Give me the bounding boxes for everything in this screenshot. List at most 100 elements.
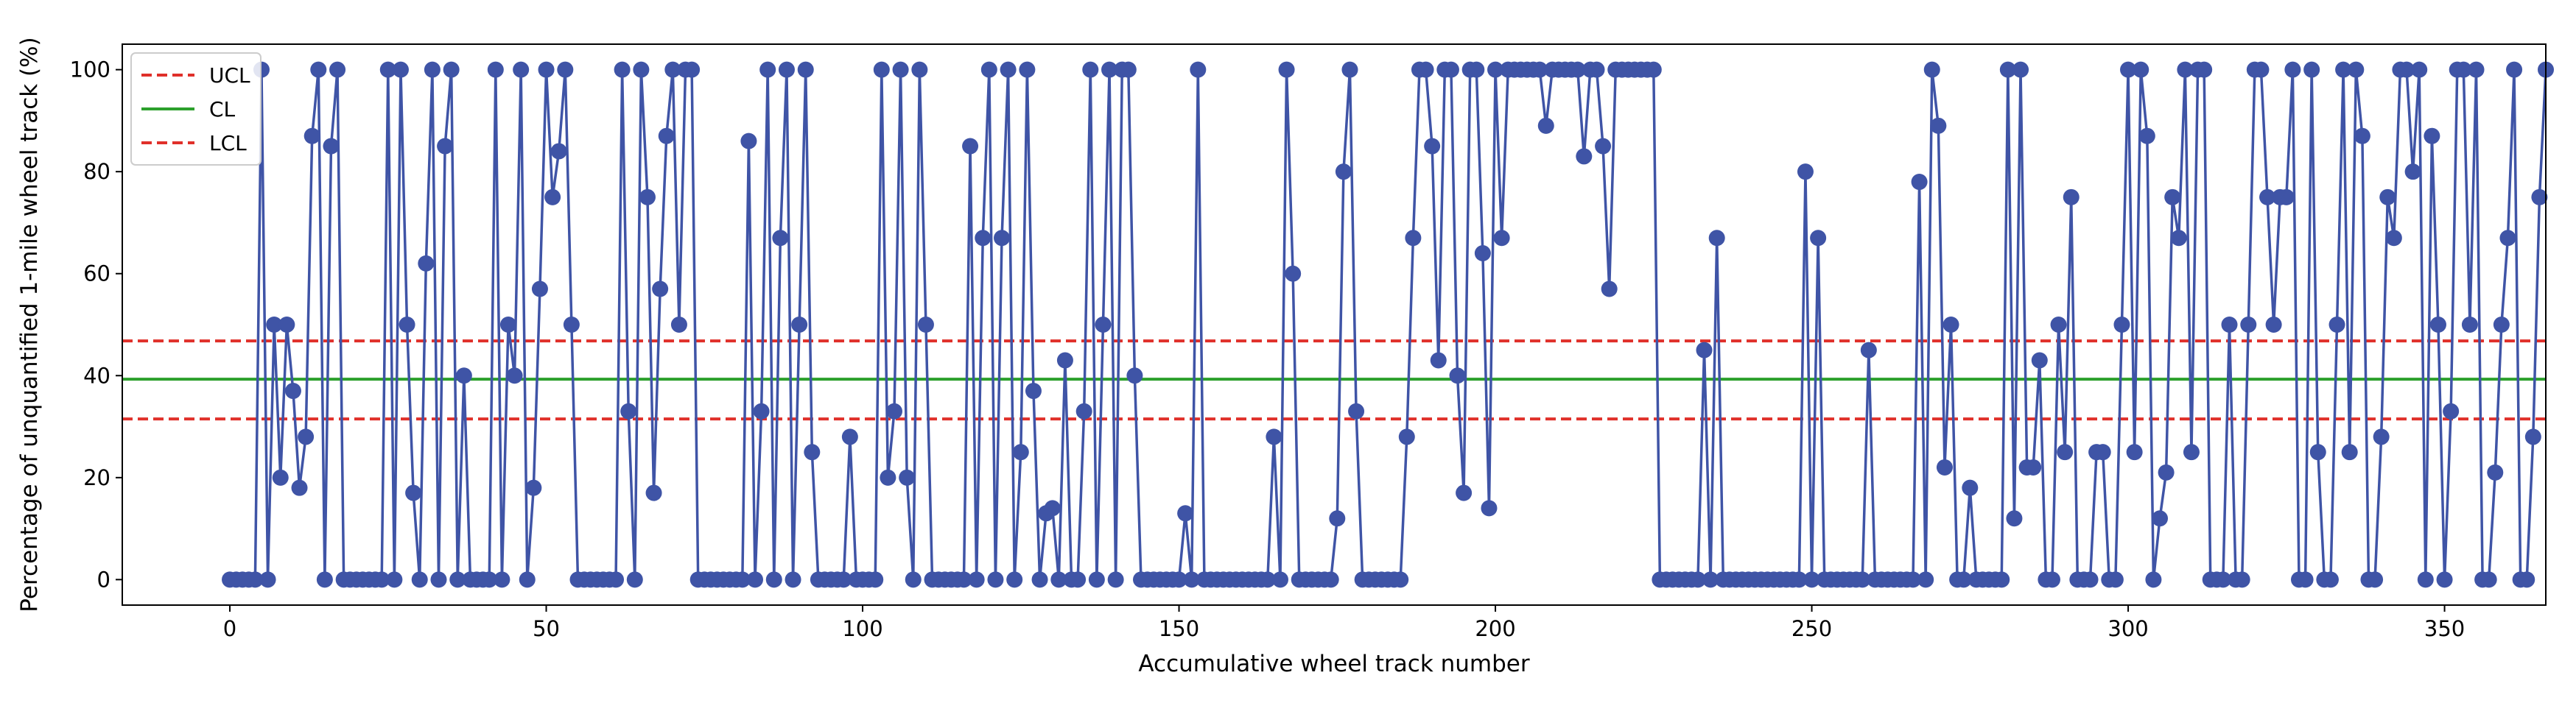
legend-label-cl: CL [209,97,236,121]
data-point [1803,571,1820,588]
data-point [652,280,669,297]
data-point [2436,571,2453,588]
y-tick-label: 0 [97,567,110,592]
x-tick-label: 300 [2108,616,2148,641]
legend-label-lcl: LCL [209,131,247,155]
data-point [885,403,902,420]
data-point [2506,61,2523,78]
data-point [1171,571,1187,588]
data-point [2297,571,2314,588]
data-point [917,317,934,333]
legend: UCL CL LCL [130,52,262,166]
data-point [1417,61,1434,78]
y-axis-label: Percentage of unquantified 1-mile wheel … [16,37,43,612]
legend-frame [130,52,262,166]
data-point [968,571,985,588]
data-point [481,571,498,588]
data-point [2487,464,2504,481]
data-point [626,571,643,588]
data-point [2455,61,2472,78]
data-point [1088,571,1105,588]
data-point [386,571,403,588]
data-point [980,61,997,78]
data-point [2461,317,2478,333]
data-point [1702,571,1719,588]
data-point [2309,444,2326,461]
data-point [1082,61,1099,78]
data-point [765,571,782,588]
data-point [1348,403,1365,420]
data-point [1917,571,1934,588]
data-point [1911,174,1928,191]
data-point [487,61,504,78]
data-point [1493,230,1510,247]
data-point [2404,163,2421,180]
data-point [2221,317,2238,333]
data-point [1904,571,1921,588]
data-point [684,61,701,78]
data-point [2284,61,2301,78]
data-point [633,61,650,78]
x-tick-label: 50 [533,616,560,641]
data-point [323,138,340,155]
data-point [2367,571,2384,588]
data-point [2341,444,2358,461]
data-point [2424,127,2440,144]
data-point [1025,383,1042,400]
data-point [266,317,283,333]
data-point [1854,571,1871,588]
data-point [1645,61,1662,78]
data-point [411,571,428,588]
data-point [2278,188,2295,205]
data-point [424,61,441,78]
data-point [272,469,289,486]
data-point [2152,510,2169,527]
data-point [1791,571,1808,588]
data-point [2328,317,2345,333]
data-point [1329,510,1346,527]
data-point [911,61,928,78]
data-point [2233,571,2250,588]
series-layer [222,61,2554,588]
data-point [1006,571,1023,588]
data-point [1044,500,1061,517]
data-point [2322,571,2339,588]
data-point [1442,61,1459,78]
data-point [1689,571,1706,588]
data-point [2012,61,2029,78]
data-point [538,61,555,78]
data-point [284,383,301,400]
data-point [1860,342,1877,358]
data-point [1999,61,2016,78]
data-point [1405,230,1422,247]
data-point [975,230,992,247]
x-tick-label: 250 [1791,616,1832,641]
data-point [1531,61,1548,78]
data-point [2354,127,2370,144]
x-tick-label: 0 [223,616,236,641]
data-point [1930,117,1947,134]
data-point [557,61,574,78]
data-point [2443,403,2460,420]
data-point [804,444,821,461]
data-point [608,571,625,588]
y-axis: 0 20 40 60 80 100 [70,57,122,592]
data-point [1126,367,1143,384]
data-point [303,127,320,144]
data-point [1050,571,1067,588]
data-point [2480,571,2497,588]
data-point [2468,61,2485,78]
data-point [740,133,757,149]
data-point [405,484,422,501]
data-point [329,61,346,78]
data-point [2417,571,2434,588]
data-point [1190,61,1207,78]
data-point [2113,317,2130,333]
y-tick-label: 20 [83,465,110,490]
data-point [2379,188,2396,205]
data-point [1266,428,1282,445]
data-point [1095,317,1112,333]
data-point [1474,245,1491,262]
data-point [791,317,808,333]
data-point [1278,61,1295,78]
